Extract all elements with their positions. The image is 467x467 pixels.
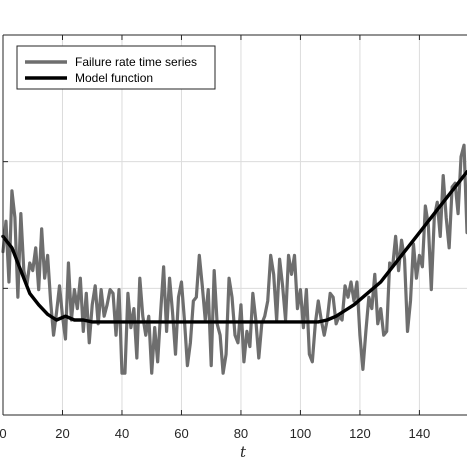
x-axis-label: t — [240, 443, 247, 461]
x-tick-label: 40 — [115, 426, 129, 441]
legend: Failure rate time series Model function — [16, 45, 216, 90]
axes — [2, 34, 467, 416]
series-layer — [1, 143, 467, 375]
legend-label-failure-rate: Failure rate time series — [75, 55, 197, 69]
x-tick-label: 0 — [0, 426, 7, 441]
tick-labels: 0 20 40 60 80 100 120 140 — [0, 426, 430, 441]
x-tick-label: 60 — [174, 426, 188, 441]
series-line-failure-rate — [1, 143, 467, 375]
x-tick-label: 20 — [55, 426, 69, 441]
legend-box — [16, 45, 216, 90]
series-line-model-function — [1, 170, 467, 324]
x-tick-label: 100 — [290, 426, 312, 441]
x-tick-label: 140 — [409, 426, 431, 441]
x-tick-label: 120 — [349, 426, 371, 441]
legend-label-model-function: Model function — [75, 71, 153, 85]
x-tick-label: 80 — [234, 426, 248, 441]
plot-background — [3, 35, 467, 415]
